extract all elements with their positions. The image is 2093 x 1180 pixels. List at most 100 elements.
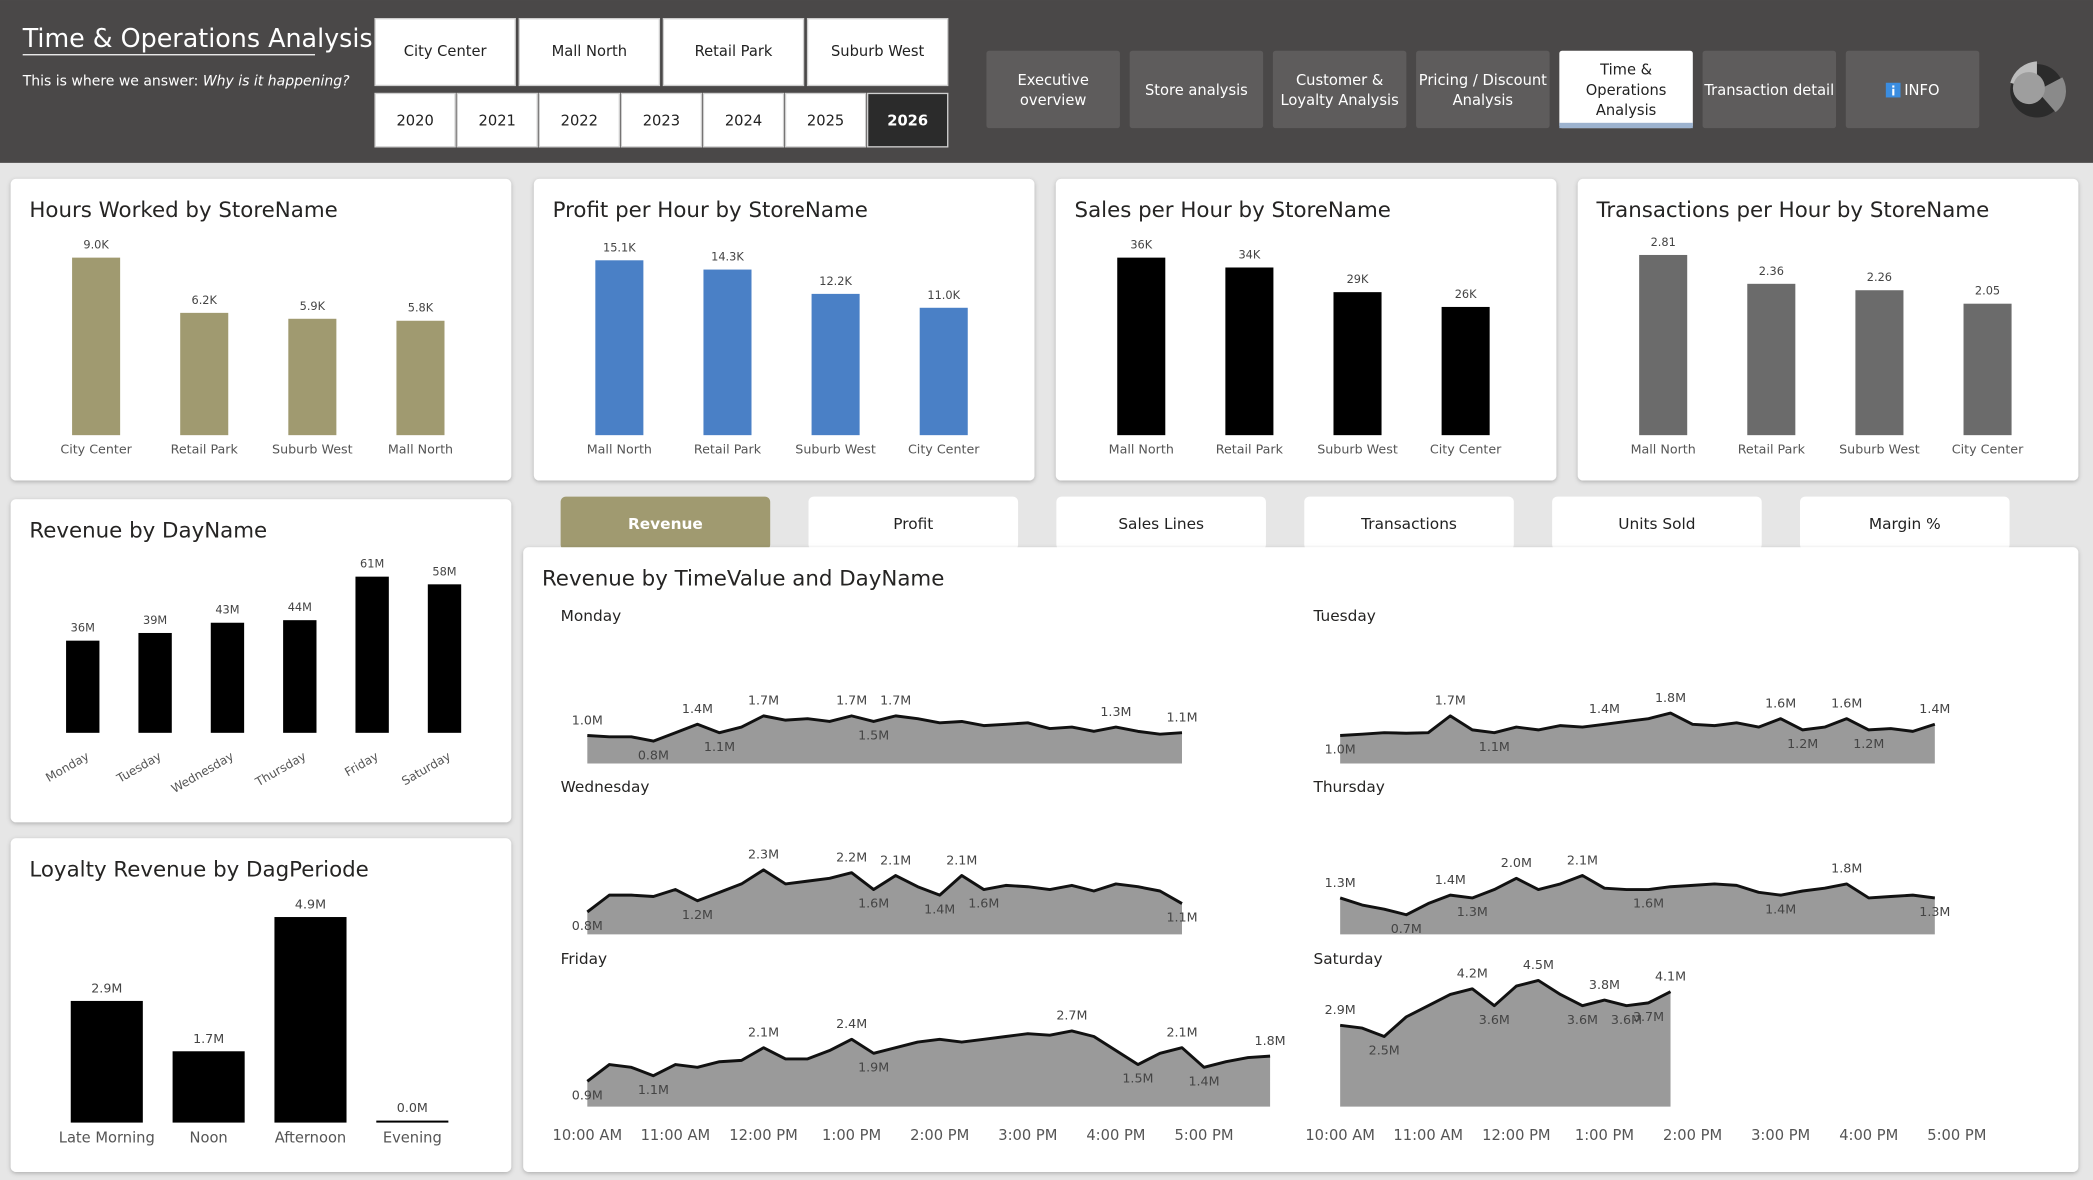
panel [1055, 178, 1557, 481]
data-label: 2.9M [91, 980, 122, 995]
area [587, 869, 1182, 935]
metric-tab[interactable] [560, 496, 771, 550]
metric-tab[interactable] [1056, 496, 1266, 550]
data-label: 61M [360, 557, 384, 571]
nav-tab[interactable] [1416, 50, 1550, 129]
data-label: 3.7M [1633, 1009, 1664, 1024]
subtitle-emphasis: Why is it happening? [203, 73, 350, 89]
data-label: 1.9M [858, 1059, 889, 1074]
year-button[interactable] [784, 92, 867, 148]
metric-tab-label: Units Sold [1618, 515, 1695, 533]
subtitle-text: This is where we answer: [22, 73, 203, 89]
year-button-label: 2026 [887, 112, 928, 129]
bar [138, 632, 172, 733]
nav-tab[interactable] [1559, 50, 1693, 129]
x-tick-label: 5:00 PM [1927, 1127, 1986, 1144]
nav-tab-label: overview [1020, 92, 1087, 109]
metric-tab-label: Profit [893, 515, 933, 533]
store-button[interactable] [806, 18, 949, 87]
nav-tab-label: INFO [1904, 82, 1939, 99]
data-label: 5.9K [300, 299, 326, 313]
data-label: 3.6M [1611, 1012, 1642, 1027]
metric-tab[interactable] [1304, 496, 1514, 550]
year-button[interactable] [538, 92, 621, 148]
data-label: 9.0K [83, 238, 109, 252]
bar [1963, 303, 2012, 436]
year-button[interactable] [374, 92, 456, 148]
store-button[interactable] [374, 18, 516, 87]
data-label: 2.1M [880, 852, 911, 867]
bar [180, 312, 229, 436]
page-title: Time & Operations Analysis [22, 23, 373, 53]
bar [1225, 267, 1274, 436]
data-label: 4.2M [1457, 966, 1488, 981]
data-label: 1.2M [1853, 736, 1884, 751]
data-label: 44M [288, 600, 312, 614]
data-label: 2.81 [1651, 235, 1676, 249]
x-tick-label: 10:00 AM [552, 1127, 622, 1144]
bar [811, 293, 860, 436]
store-button[interactable] [518, 18, 661, 87]
area [1340, 875, 1935, 935]
panel [10, 178, 512, 481]
metric-tab-label: Revenue [628, 515, 703, 533]
data-label: 3.6M [1567, 1012, 1598, 1027]
x-tick-label: Retail Park [1216, 441, 1284, 456]
year-button[interactable] [702, 92, 785, 148]
data-label: 2.1M [1166, 1025, 1197, 1040]
metric-tab[interactable] [1552, 496, 1762, 550]
chart-title: Transactions per Hour by StoreName [1595, 198, 1989, 223]
data-label: 14.3K [711, 250, 744, 264]
x-tick-label: Noon [190, 1130, 228, 1147]
store-button[interactable] [662, 18, 805, 87]
data-label: 15.1K [603, 240, 636, 254]
data-label: 1.1M [704, 739, 735, 754]
nav-tab-label: Operations [1586, 82, 1667, 99]
data-label: 1.5M [858, 728, 889, 743]
bar [1117, 257, 1166, 436]
year-button-label: 2023 [643, 112, 680, 129]
data-label: 4.1M [1655, 968, 1686, 983]
year-button[interactable] [456, 92, 538, 148]
x-tick-label: 11:00 AM [641, 1127, 711, 1144]
facet-label: Tuesday [1312, 607, 1375, 625]
nav-tab[interactable] [1702, 50, 1837, 129]
chart-title: Sales per Hour by StoreName [1075, 198, 1391, 223]
metric-tab-label: Sales Lines [1118, 515, 1204, 533]
data-label: 1.3M [1919, 904, 1950, 919]
x-tick-label: City Center [1430, 441, 1502, 456]
metric-tab[interactable] [1800, 496, 2010, 550]
data-label: 2.9M [1325, 1002, 1356, 1017]
bar [1441, 306, 1490, 436]
bar [288, 318, 337, 436]
bar [210, 622, 245, 733]
nav-tab[interactable] [986, 50, 1120, 129]
data-label: 34K [1238, 247, 1260, 261]
area [587, 1030, 1271, 1107]
x-tick-label: Suburb West [272, 441, 353, 456]
year-button[interactable] [866, 92, 949, 148]
nav-tab-indicator [1559, 122, 1693, 129]
nav-tab[interactable] [1129, 50, 1264, 129]
bar [1333, 292, 1382, 436]
x-tick-label: Mall North [388, 441, 453, 456]
nav-tab[interactable] [1845, 50, 1980, 129]
data-label: 1.1M [1166, 710, 1197, 725]
year-button-label: 2025 [807, 112, 844, 129]
data-label: 1.4M [1919, 701, 1950, 716]
bar [172, 1051, 245, 1123]
data-label: 0.9M [572, 1088, 603, 1103]
data-label: 36M [71, 621, 95, 635]
chart-title: Revenue by DayName [29, 518, 267, 543]
data-label: 1.4M [1188, 1074, 1219, 1089]
panel [1577, 178, 2079, 481]
metric-tab[interactable] [808, 496, 1019, 550]
year-button[interactable] [620, 92, 703, 148]
nav-tab[interactable] [1272, 50, 1407, 129]
bar [1639, 254, 1688, 436]
chart-title: Profit per Hour by StoreName [553, 198, 868, 223]
data-label: 1.5M [1122, 1071, 1153, 1086]
data-label: 2.26 [1867, 270, 1892, 284]
data-label: 1.7M [1435, 693, 1466, 708]
x-tick-label: 12:00 PM [729, 1127, 797, 1144]
